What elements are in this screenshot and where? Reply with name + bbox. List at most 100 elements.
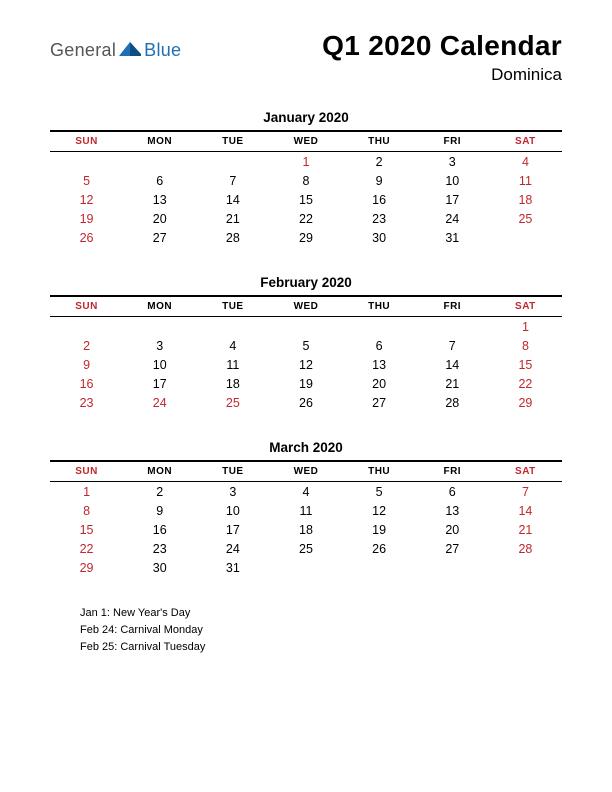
page-title: Q1 2020 Calendar bbox=[322, 30, 562, 62]
month-block: February 2020SUNMONTUEWEDTHUFRISAT123456… bbox=[50, 275, 562, 412]
calendar-cell: 11 bbox=[489, 171, 562, 190]
months-container: January 2020SUNMONTUEWEDTHUFRISAT1234567… bbox=[50, 110, 562, 577]
calendar-cell: 15 bbox=[50, 520, 123, 539]
calendar-cell: 5 bbox=[343, 482, 416, 502]
calendar-row: 293031 bbox=[50, 558, 562, 577]
calendar-cell: 22 bbox=[489, 374, 562, 393]
calendar-cell: 21 bbox=[416, 374, 489, 393]
day-header: MON bbox=[123, 131, 196, 152]
calendar-cell: 1 bbox=[50, 482, 123, 502]
day-header: TUE bbox=[196, 461, 269, 482]
calendar-cell: 21 bbox=[196, 209, 269, 228]
calendar-cell: 25 bbox=[489, 209, 562, 228]
calendar-cell: 20 bbox=[123, 209, 196, 228]
day-header: SAT bbox=[489, 131, 562, 152]
calendar-cell: 14 bbox=[196, 190, 269, 209]
page-subtitle: Dominica bbox=[322, 65, 562, 85]
logo-text-general: General bbox=[50, 40, 116, 61]
calendar-cell: 25 bbox=[269, 539, 342, 558]
calendar-cell: 24 bbox=[123, 393, 196, 412]
calendar-row: 19202122232425 bbox=[50, 209, 562, 228]
calendar-cell: 2 bbox=[123, 482, 196, 502]
calendar-cell: 4 bbox=[196, 336, 269, 355]
calendar-cell bbox=[196, 152, 269, 172]
calendar-cell: 24 bbox=[196, 539, 269, 558]
calendar-cell: 23 bbox=[123, 539, 196, 558]
day-header: WED bbox=[269, 461, 342, 482]
calendar-cell: 21 bbox=[489, 520, 562, 539]
calendar-row: 1234567 bbox=[50, 482, 562, 502]
calendar-cell: 18 bbox=[489, 190, 562, 209]
calendar-row: 262728293031 bbox=[50, 228, 562, 247]
calendar-cell: 14 bbox=[416, 355, 489, 374]
calendar-cell: 28 bbox=[196, 228, 269, 247]
calendar-cell bbox=[269, 317, 342, 337]
calendar-cell: 3 bbox=[416, 152, 489, 172]
calendar-cell: 3 bbox=[196, 482, 269, 502]
calendar-row: 2345678 bbox=[50, 336, 562, 355]
header: General Blue Q1 2020 Calendar Dominica bbox=[50, 30, 562, 85]
calendar-cell: 10 bbox=[123, 355, 196, 374]
calendar-cell: 3 bbox=[123, 336, 196, 355]
day-header: THU bbox=[343, 461, 416, 482]
calendar-cell: 19 bbox=[343, 520, 416, 539]
day-header: SAT bbox=[489, 296, 562, 317]
calendar-row: 16171819202122 bbox=[50, 374, 562, 393]
holiday-entry: Jan 1: New Year's Day bbox=[80, 605, 562, 622]
calendar-cell bbox=[50, 317, 123, 337]
calendar-row: 9101112131415 bbox=[50, 355, 562, 374]
day-header: WED bbox=[269, 296, 342, 317]
calendar-cell: 9 bbox=[343, 171, 416, 190]
calendar-cell: 8 bbox=[489, 336, 562, 355]
calendar-cell: 9 bbox=[50, 355, 123, 374]
logo-icon bbox=[119, 40, 141, 61]
calendar-cell bbox=[123, 317, 196, 337]
calendar-cell: 13 bbox=[343, 355, 416, 374]
calendar-cell: 29 bbox=[489, 393, 562, 412]
calendar-cell: 23 bbox=[343, 209, 416, 228]
calendar-cell: 27 bbox=[123, 228, 196, 247]
calendar-cell: 30 bbox=[123, 558, 196, 577]
calendar-cell bbox=[196, 317, 269, 337]
calendar-cell: 26 bbox=[269, 393, 342, 412]
calendar-cell: 12 bbox=[343, 501, 416, 520]
calendar-cell: 14 bbox=[489, 501, 562, 520]
calendar-cell: 22 bbox=[50, 539, 123, 558]
calendar-cell: 13 bbox=[123, 190, 196, 209]
calendar-cell: 20 bbox=[416, 520, 489, 539]
calendar-cell: 27 bbox=[416, 539, 489, 558]
calendar-cell: 26 bbox=[343, 539, 416, 558]
calendar-cell: 30 bbox=[343, 228, 416, 247]
day-header: SUN bbox=[50, 131, 123, 152]
calendar-row: 12131415161718 bbox=[50, 190, 562, 209]
calendar-cell: 23 bbox=[50, 393, 123, 412]
day-header: WED bbox=[269, 131, 342, 152]
calendar-table: SUNMONTUEWEDTHUFRISAT1234567891011121314… bbox=[50, 460, 562, 577]
calendar-cell: 7 bbox=[196, 171, 269, 190]
calendar-cell: 7 bbox=[416, 336, 489, 355]
calendar-cell: 4 bbox=[489, 152, 562, 172]
day-header: THU bbox=[343, 296, 416, 317]
calendar-row: 15161718192021 bbox=[50, 520, 562, 539]
calendar-table: SUNMONTUEWEDTHUFRISAT1234567891011121314… bbox=[50, 130, 562, 247]
calendar-cell: 27 bbox=[343, 393, 416, 412]
month-title: February 2020 bbox=[50, 275, 562, 290]
calendar-cell bbox=[416, 317, 489, 337]
calendar-row: 1234 bbox=[50, 152, 562, 172]
calendar-cell: 28 bbox=[489, 539, 562, 558]
calendar-cell: 8 bbox=[50, 501, 123, 520]
calendar-cell: 29 bbox=[269, 228, 342, 247]
calendar-cell bbox=[343, 558, 416, 577]
calendar-cell: 24 bbox=[416, 209, 489, 228]
calendar-cell: 8 bbox=[269, 171, 342, 190]
logo-text-blue: Blue bbox=[144, 40, 181, 61]
day-header: FRI bbox=[416, 131, 489, 152]
calendar-cell: 10 bbox=[416, 171, 489, 190]
day-header: THU bbox=[343, 131, 416, 152]
day-header: TUE bbox=[196, 131, 269, 152]
calendar-cell: 6 bbox=[123, 171, 196, 190]
title-block: Q1 2020 Calendar Dominica bbox=[322, 30, 562, 85]
calendar-cell: 15 bbox=[489, 355, 562, 374]
day-header: FRI bbox=[416, 461, 489, 482]
calendar-row: 1 bbox=[50, 317, 562, 337]
